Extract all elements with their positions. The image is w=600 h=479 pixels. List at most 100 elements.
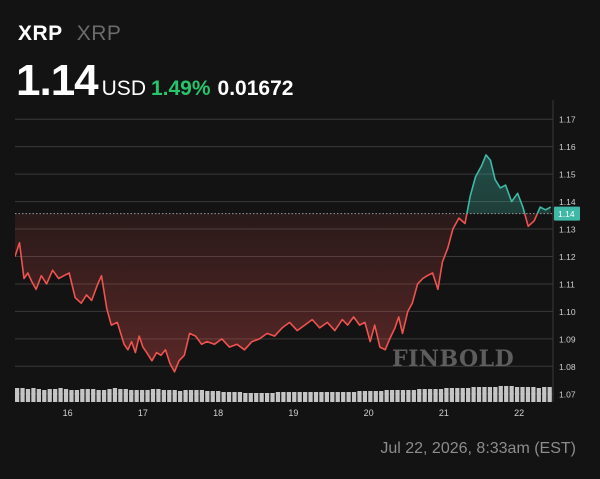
volume-bar (275, 392, 281, 402)
volume-bar (286, 392, 291, 402)
volume-bar (237, 392, 243, 402)
volume-bar (368, 391, 373, 402)
volume-bar (504, 386, 509, 402)
y-tick-label: 1.09 (559, 334, 576, 344)
volume-bar (395, 390, 400, 402)
volume-bar (264, 393, 270, 402)
volume-bar (335, 392, 340, 402)
volume-bar (303, 392, 308, 402)
price-currency: USD (101, 77, 146, 100)
y-tick-label: 1.11 (559, 279, 575, 289)
y-tick-label: 1.16 (559, 142, 576, 152)
ticker-symbol: XRP (18, 22, 63, 45)
x-tick-label: 22 (514, 408, 524, 418)
y-tick-label: 1.15 (559, 170, 576, 180)
volume-bar (167, 390, 172, 402)
volume-bar (58, 388, 63, 402)
volume-bar (232, 392, 237, 402)
volume-bar (31, 388, 36, 402)
volume-bar (547, 387, 552, 402)
volume-bar (417, 389, 422, 402)
y-tick-label: 1.17 (559, 115, 576, 125)
volume-bar (205, 391, 210, 402)
volume-bar (118, 389, 123, 402)
volume-bar (422, 389, 427, 402)
volume-bar (139, 390, 145, 402)
volume-bar (101, 390, 107, 402)
volume-bar (444, 388, 449, 402)
price-change-percent: 1.49% (150, 77, 211, 100)
y-tick-label: 1.13 (559, 225, 576, 235)
x-tick-label: 21 (439, 408, 449, 418)
volume-bar (178, 391, 183, 402)
volume-bar (330, 392, 335, 402)
price-area-up (466, 154, 551, 214)
volume-bar (514, 387, 520, 402)
y-tick-label: 1.10 (559, 307, 576, 317)
volume-bar (91, 389, 96, 402)
volume-bar (281, 392, 286, 402)
volume-bar (324, 392, 329, 402)
volume-bar (411, 390, 416, 402)
volume-bar (134, 390, 139, 402)
volume-bar (123, 389, 128, 402)
volume-bar (69, 390, 74, 402)
x-tick-label: 16 (63, 408, 73, 418)
volume-bar (259, 393, 264, 402)
volume-bar (313, 392, 319, 402)
volume-bar (319, 392, 324, 402)
volume-bar (292, 392, 297, 402)
volume-bar (150, 389, 156, 402)
volume-bar (406, 390, 411, 402)
last-price-tag (554, 206, 580, 221)
volume-bar (428, 389, 433, 402)
volume-bar (384, 390, 389, 402)
asset-name: XRP (76, 22, 122, 45)
volume-bar (15, 388, 20, 402)
volume-bar (379, 391, 384, 402)
volume-bar (531, 387, 536, 402)
volume-bar (466, 388, 471, 402)
volume-bar (351, 392, 357, 402)
price-line-down (15, 213, 539, 373)
volume-bar (216, 391, 221, 402)
volume-bar (438, 389, 444, 402)
volume-bar (194, 390, 199, 402)
volume-bar (112, 388, 118, 402)
chart-timestamp: Jul 22, 2026, 8:33am (EST) (380, 440, 576, 457)
x-tick-label: 19 (288, 408, 298, 418)
volume-bar (221, 392, 226, 402)
price-row: 1.14 USD 1.49% 0.01672 (16, 56, 293, 106)
volume-bar (476, 387, 482, 402)
volume-bar (346, 392, 351, 402)
volume-bar (455, 388, 460, 402)
volume-bar (373, 391, 378, 402)
volume-bar (188, 390, 194, 402)
volume-bar (183, 390, 188, 402)
last-price-label: 1.14 (558, 209, 575, 219)
volume-bar (270, 393, 275, 402)
volume-bar (357, 391, 362, 402)
volume-bar (107, 389, 112, 402)
volume-bar (243, 393, 248, 402)
volume-bar (42, 390, 47, 402)
volume-bar (226, 392, 232, 402)
volume-bar (493, 387, 498, 402)
volume-bar (460, 388, 465, 402)
volume-bar (129, 390, 134, 402)
volume-bar (498, 386, 503, 402)
y-tick-label: 1.12 (559, 252, 576, 262)
volume-bar (487, 387, 493, 402)
volume-bar (53, 389, 58, 402)
volume-bar (156, 389, 161, 402)
volume-bar (433, 389, 438, 402)
volume-bar (308, 392, 313, 402)
volume-bar (36, 389, 41, 402)
volume-bar (74, 390, 80, 402)
volume-bar (509, 386, 514, 402)
current-price: 1.14 (16, 56, 99, 105)
volume-bar (145, 390, 150, 402)
volume-bar (482, 387, 487, 402)
volume-bar (85, 389, 90, 402)
